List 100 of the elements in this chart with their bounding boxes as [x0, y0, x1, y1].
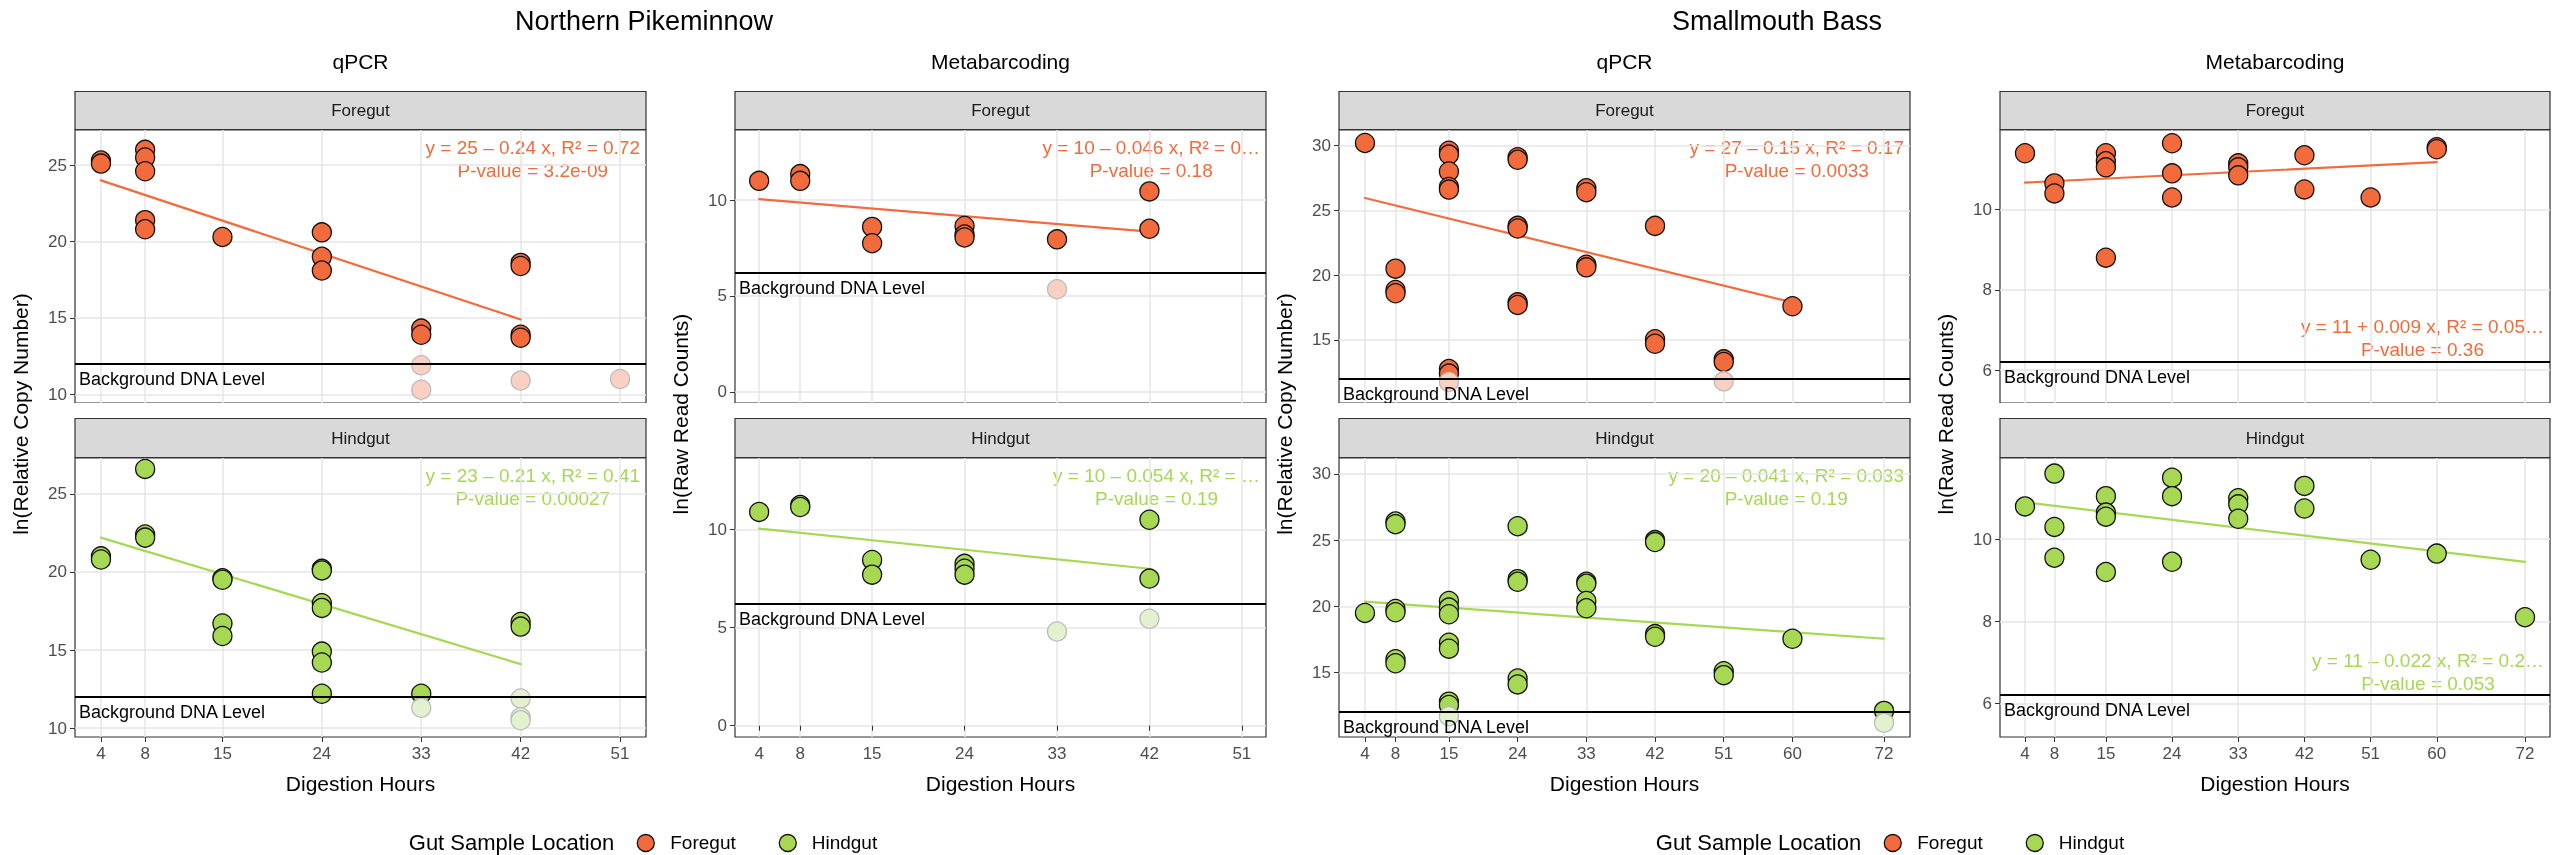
y-tick-label: 6 — [1982, 360, 1992, 380]
y-tick-label: 10 — [48, 384, 67, 404]
x-tick-label: 33 — [1047, 744, 1067, 763]
y-tick-label: 25 — [48, 155, 67, 175]
annotation: y = 20 – 0.041 x, R² = 0.033 — [1668, 465, 1904, 486]
y-tick-label: 8 — [1982, 280, 1992, 300]
y-tick-label: 20 — [1312, 265, 1331, 285]
text: Hindgut — [1595, 428, 1654, 448]
x-tick-label: 24 — [1508, 744, 1528, 763]
y-tick-label: 30 — [1312, 464, 1331, 484]
ref-line-label: Background DNA Level — [79, 368, 266, 389]
y-axis-title: ln(Raw Read Counts) — [669, 313, 693, 515]
y-axis-title: ln(Relative Copy Number) — [1273, 293, 1297, 535]
x-axis-title: Digestion Hours — [2200, 772, 2350, 795]
chart-subtitle: qPCR — [332, 50, 389, 74]
y-tick-label: 5 — [717, 286, 727, 306]
y-tick-label: 15 — [1312, 330, 1331, 350]
annotation: y = 11 + 0.009 x, R² = 0.05… — [2300, 316, 2545, 337]
y-tick-label: 15 — [48, 308, 67, 328]
text: Hindgut — [971, 428, 1031, 448]
series-label: Hindgut — [2245, 428, 2305, 448]
legend-label: Hindgut — [811, 832, 878, 854]
text: Foregut — [971, 101, 1031, 120]
y-tick-label: 5 — [717, 618, 727, 638]
y-tick-label: 15 — [48, 640, 67, 660]
text: Hindgut — [331, 428, 390, 448]
x-tick-label: 4 — [96, 744, 106, 763]
y-tick-label: 10 — [708, 190, 727, 210]
legend-title: Gut Sample Location — [408, 830, 615, 855]
x-tick-label: 33 — [1576, 744, 1596, 763]
y-axis-title: ln(Relative Copy Number) — [9, 293, 33, 535]
x-tick-label: 51 — [1232, 744, 1252, 763]
y-tick-label: 25 — [1312, 200, 1331, 220]
x-tick-label: 42 — [1645, 744, 1665, 763]
ref-line-label: Background DNA Level — [739, 609, 926, 630]
annotation: y = 11 – 0.022 x, R² = 0.2… — [2312, 650, 2544, 671]
ref-line-label: Background DNA Level — [79, 701, 266, 722]
x-tick-label: 51 — [2361, 744, 2381, 763]
chart-subtitle: Metabarcoding — [2205, 50, 2345, 74]
x-tick-label: 24 — [2162, 744, 2182, 763]
annotation: P-value = 0.00027 — [455, 488, 611, 509]
ref-line-label: Background DNA Level — [2004, 367, 2191, 388]
x-tick-label: 15 — [212, 744, 232, 763]
annotation: P-value = 0.19 — [1724, 488, 1848, 509]
annotation: P-value = 3.2e-09 — [457, 160, 609, 181]
ref-line-label: Background DNA Level — [2004, 700, 2191, 721]
x-axis-title: Digestion Hours — [1549, 772, 1700, 795]
x-tick-label: 42 — [1139, 744, 1159, 763]
annotation: P-value = 0.36 — [2360, 339, 2484, 360]
x-tick-label: 24 — [955, 744, 975, 763]
x-tick-label: 4 — [1360, 744, 1370, 763]
y-tick-label: 0 — [717, 716, 727, 736]
y-axis-title: ln(Raw Read Counts) — [1934, 313, 1958, 515]
x-tick-label: 42 — [2294, 744, 2314, 763]
text: Foregut — [331, 101, 391, 120]
x-tick-label: 33 — [2228, 744, 2248, 763]
x-tick-label: 8 — [795, 744, 805, 763]
x-axis-title: Digestion Hours — [925, 772, 1076, 795]
annotation: y = 25 – 0.24 x, R² = 0.72 — [425, 137, 641, 158]
y-tick-label: 20 — [48, 562, 67, 582]
x-tick-label: 51 — [610, 744, 630, 763]
chart-title: Smallmouth Bass — [1671, 5, 1883, 37]
annotation: P-value = 0.19 — [1094, 488, 1219, 509]
chart-title: Northern Pikeminnow — [514, 5, 774, 37]
ref-line-label: Background DNA Level — [1343, 717, 1530, 738]
y-tick-label: 20 — [48, 232, 67, 252]
legend-title: Gut Sample Location — [1655, 830, 1862, 855]
x-tick-label: 8 — [140, 744, 150, 763]
y-tick-label: 10 — [1973, 529, 1992, 549]
legend-label: Hindgut — [2058, 832, 2125, 854]
series-label: Foregut — [2245, 101, 2305, 120]
x-tick-label: 4 — [754, 744, 764, 763]
y-tick-label: 0 — [717, 382, 727, 402]
y-tick-label: 10 — [1973, 199, 1992, 219]
x-tick-label: 15 — [862, 744, 882, 763]
x-tick-label: 60 — [2427, 744, 2447, 763]
y-tick-label: 15 — [1312, 663, 1331, 683]
x-tick-label: 4 — [2020, 744, 2030, 763]
annotation: P-value = 0.0033 — [1724, 160, 1869, 181]
x-tick-label: 42 — [511, 744, 531, 763]
text: Foregut — [670, 832, 736, 853]
y-tick-label: 25 — [1312, 530, 1331, 550]
x-tick-label: 33 — [411, 744, 431, 763]
x-axis-title: Digestion Hours — [285, 772, 436, 795]
chart-subtitle: qPCR — [1596, 50, 1653, 74]
y-tick-label: 20 — [1312, 596, 1331, 616]
y-tick-label: 10 — [48, 718, 67, 738]
annotation: P-value = 0.053 — [2361, 673, 2495, 694]
annotation: y = 23 – 0.21 x, R² = 0.41 — [425, 465, 641, 486]
x-tick-label: 24 — [312, 744, 332, 763]
chart-subtitle: Metabarcoding — [931, 50, 1070, 74]
x-tick-label: 8 — [2049, 744, 2060, 763]
x-tick-label: 8 — [1390, 744, 1401, 763]
y-tick-label: 30 — [1312, 136, 1331, 156]
annotation: y = 10 – 0.054 x, R² = … — [1053, 465, 1260, 486]
text: Foregut — [1595, 101, 1655, 120]
y-tick-label: 10 — [708, 520, 727, 540]
annotation: y = 27 – 0.15 x, R² = 0.17 — [1689, 137, 1905, 158]
ref-line-label: Background DNA Level — [1343, 383, 1530, 404]
y-tick-label: 25 — [48, 484, 67, 504]
